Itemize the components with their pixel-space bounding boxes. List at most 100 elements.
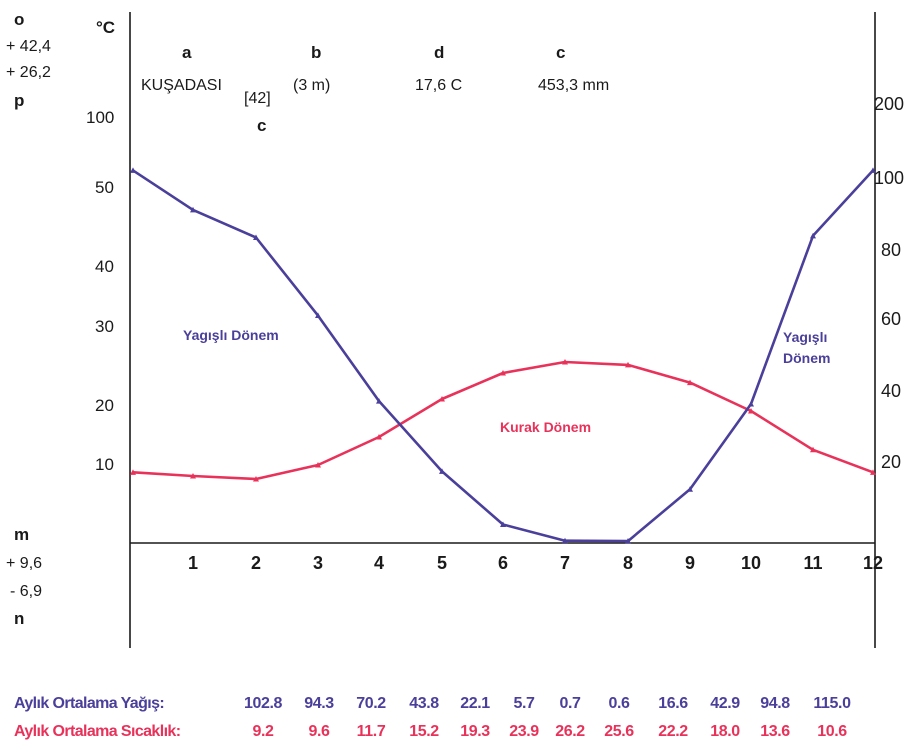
temperature-value: 23.9 — [509, 723, 539, 740]
temperature-value: 25.6 — [604, 723, 634, 740]
wet-period-right-label-2: Dönem — [783, 350, 830, 366]
temperature-point — [253, 476, 259, 482]
precipitation-value: 94.8 — [760, 695, 790, 712]
label-m: m — [14, 525, 29, 544]
x-tick-label: 7 — [560, 553, 570, 573]
precipitation-value: 5.7 — [513, 695, 535, 712]
precipitation-value: 16.6 — [658, 695, 688, 712]
precipitation-value: 22.1 — [460, 695, 490, 712]
precipitation-value: 115.0 — [813, 695, 851, 712]
temperature-value: 15.2 — [409, 723, 439, 740]
station-altitude: (3 m) — [293, 77, 330, 94]
precipitation-point — [376, 398, 382, 404]
precipitation-line — [132, 169, 874, 543]
dry-period-label: Kurak Dönem — [500, 419, 591, 435]
temperature-point — [687, 379, 693, 386]
left-tick-label: 30 — [95, 317, 114, 336]
left-tick-label: 10 — [95, 455, 114, 474]
label-b: b — [311, 43, 321, 62]
left-tick-label: 20 — [95, 396, 114, 415]
temperature-point — [190, 473, 196, 479]
precipitation-value: 43.8 — [409, 695, 439, 712]
precipitation-point — [870, 167, 876, 173]
precipitation-value: 0.7 — [559, 695, 581, 712]
precipitation-point — [253, 234, 259, 240]
temperature-point — [870, 469, 876, 475]
left-tick-label: 50 — [95, 178, 114, 197]
precipitation-value: 0.6 — [608, 695, 630, 712]
right-tick-label: 60 — [881, 309, 901, 329]
temperature-point — [315, 462, 321, 468]
x-tick-label: 3 — [313, 553, 323, 573]
label-n: n — [14, 609, 24, 628]
right-tick-label: 40 — [881, 381, 901, 401]
precipitation-value: 102.8 — [244, 695, 283, 712]
station-name: KUŞADASI — [141, 77, 222, 94]
temp-row-title: Aylık Ortalama Sıcaklık: — [14, 723, 180, 740]
temperature-point — [562, 359, 568, 365]
x-tick-label: 8 — [623, 553, 633, 573]
right-tick-label: 200 — [874, 94, 904, 114]
label-mean-max: + 26,2 — [6, 64, 51, 81]
label-abs-min: - 6,9 — [10, 583, 42, 600]
precipitation-point — [439, 468, 445, 474]
label-c-top: c — [556, 43, 565, 62]
unit-celsius: °C — [96, 18, 115, 37]
station-code: [42] — [244, 90, 271, 107]
mean-temperature: 17,6 C — [415, 77, 462, 94]
temperature-value: 9.6 — [308, 723, 330, 740]
precipitation-point — [748, 401, 754, 407]
temperature-point — [130, 469, 136, 475]
precipitation-value: 42.9 — [710, 695, 740, 712]
precipitation-point — [500, 521, 506, 528]
precipitation-point — [562, 537, 568, 544]
x-tick-label: 5 — [437, 553, 447, 573]
x-tick-label: 2 — [251, 553, 261, 573]
right-tick-label: 20 — [881, 452, 901, 472]
x-tick-label: 12 — [863, 553, 883, 573]
temperature-point — [625, 361, 631, 368]
temperature-point — [748, 408, 754, 414]
temperature-value: 10.6 — [817, 723, 847, 740]
x-tick-label: 6 — [498, 553, 508, 573]
precipitation-point — [130, 167, 136, 173]
left-tick-label: 100 — [86, 108, 114, 127]
label-a: a — [182, 43, 192, 62]
temperature-value: 19.3 — [460, 723, 490, 740]
temperature-value: 9.2 — [252, 723, 274, 740]
temperature-value: 26.2 — [555, 723, 585, 740]
x-tick-label: 11 — [803, 553, 822, 573]
precipitation-point — [625, 538, 631, 544]
precipitation-value: 70.2 — [356, 695, 386, 712]
precipitation-point — [687, 486, 693, 492]
temperature-value: 18.0 — [710, 723, 740, 740]
temperature-value: 22.2 — [658, 723, 688, 740]
label-p: p — [14, 91, 24, 110]
x-tick-label: 4 — [374, 553, 384, 573]
right-tick-label: 100 — [874, 168, 904, 188]
right-tick-label: 80 — [881, 240, 901, 260]
temperature-value: 11.7 — [357, 723, 386, 740]
x-tick-label: 10 — [741, 553, 761, 573]
precipitation-point — [190, 206, 196, 213]
wet-period-right-label: Yagışlı — [783, 329, 827, 345]
temperature-point — [810, 446, 816, 453]
x-tick-label: 1 — [188, 553, 198, 573]
precipitation-point — [810, 232, 816, 239]
precipitation-point — [315, 312, 321, 319]
temperature-point — [439, 396, 445, 402]
precipitation-value: 94.3 — [304, 695, 334, 712]
wet-period-left-label: Yagışlı Dönem — [183, 327, 279, 343]
label-d: d — [434, 43, 444, 62]
label-abs-max: + 42,4 — [6, 38, 51, 55]
label-o: o — [14, 10, 24, 29]
annual-precipitation: 453,3 mm — [538, 77, 609, 94]
temperature-point — [376, 434, 382, 440]
temperature-point — [500, 370, 506, 376]
left-tick-label: 40 — [95, 257, 114, 276]
label-c-sub: c — [257, 116, 266, 135]
label-mean-min: + 9,6 — [6, 555, 42, 572]
temperature-value: 13.6 — [760, 723, 790, 740]
x-tick-label: 9 — [685, 553, 695, 573]
